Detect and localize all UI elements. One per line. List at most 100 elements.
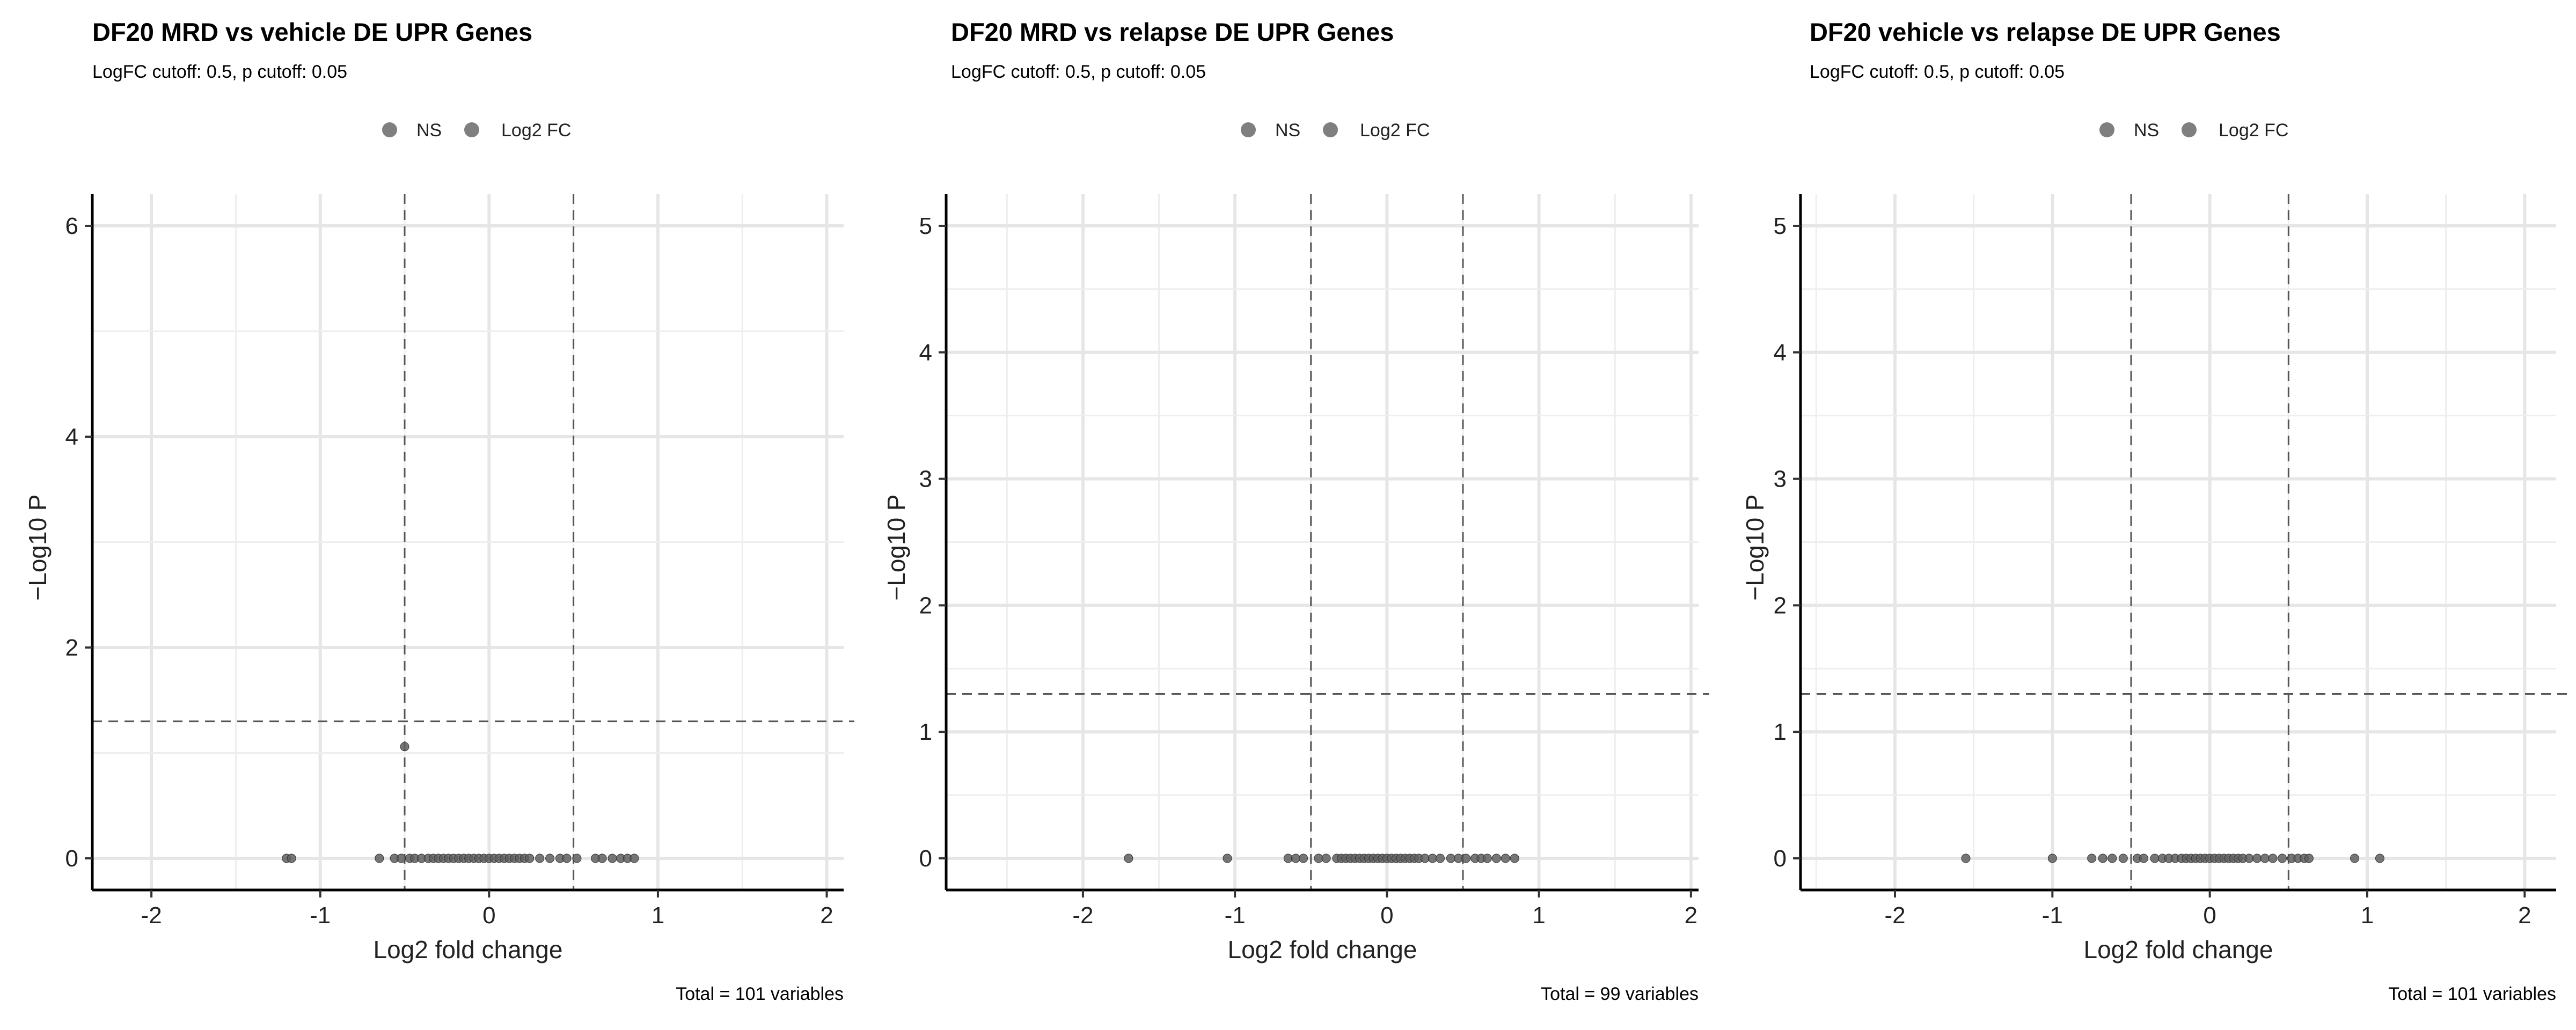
data-point bbox=[287, 854, 296, 863]
chart-subtitle: LogFC cutoff: 0.5, p cutoff: 0.05 bbox=[951, 62, 1206, 82]
data-point bbox=[572, 854, 582, 863]
legend-swatch-ns bbox=[1241, 122, 1256, 137]
chart-subtitle: LogFC cutoff: 0.5, p cutoff: 0.05 bbox=[92, 62, 347, 82]
grid bbox=[1801, 194, 2556, 890]
y-tick-label: 1 bbox=[1774, 719, 1787, 745]
volcano-panel: DF20 vehicle vs relapse DE UPR Genes LogF… bbox=[1717, 0, 2576, 1030]
y-tick-label: 2 bbox=[65, 635, 78, 661]
y-tick-label: 0 bbox=[65, 845, 78, 872]
y-tick-label: 5 bbox=[919, 213, 932, 239]
x-tick-label: 1 bbox=[2361, 902, 2374, 929]
chart-title: DF20 MRD vs relapse DE UPR Genes bbox=[951, 18, 1394, 46]
data-point bbox=[2260, 854, 2270, 863]
legend-swatch-ns bbox=[2099, 122, 2114, 137]
data-point bbox=[525, 854, 535, 863]
y-tick-label: 3 bbox=[919, 466, 932, 492]
grid bbox=[946, 194, 1699, 890]
x-tick-label: -2 bbox=[141, 902, 162, 929]
data-point bbox=[397, 854, 406, 863]
x-tick-label: 1 bbox=[1532, 902, 1545, 929]
chart-caption: Total = 101 variables bbox=[676, 984, 844, 1004]
x-axis-label: Log2 fold change bbox=[2084, 936, 2273, 963]
data-point bbox=[1283, 854, 1293, 863]
threshold-lines bbox=[92, 194, 854, 890]
x-tick-label: 0 bbox=[482, 902, 495, 929]
data-point bbox=[1491, 854, 1501, 863]
data-point bbox=[2087, 854, 2097, 863]
y-axis-label: −Log10 P bbox=[882, 494, 910, 600]
data-point bbox=[2139, 854, 2148, 863]
data-point bbox=[1453, 854, 1463, 863]
data-point bbox=[2278, 854, 2287, 863]
x-tick-label: 1 bbox=[652, 902, 664, 929]
x-tick-label: -1 bbox=[1225, 902, 1246, 929]
threshold-lines bbox=[946, 194, 1709, 890]
x-tick-label: 2 bbox=[820, 902, 833, 929]
data-points bbox=[1961, 854, 2384, 863]
volcano-panel: DF20 MRD vs relapse DE UPR Genes LogFC cu… bbox=[859, 0, 1717, 1030]
x-tick-label: -1 bbox=[2042, 902, 2063, 929]
chart-title: DF20 MRD vs vehicle DE UPR Genes bbox=[92, 18, 532, 46]
x-tick-label: 0 bbox=[1380, 902, 1393, 929]
legend-swatch-log2fc bbox=[464, 122, 479, 137]
data-point bbox=[400, 742, 409, 752]
data-point bbox=[535, 854, 545, 863]
data-point bbox=[2244, 854, 2254, 863]
y-tick-label: 2 bbox=[1774, 592, 1787, 619]
y-tick-label: 3 bbox=[1774, 466, 1787, 492]
data-point bbox=[2150, 854, 2160, 863]
legend-label-ns: NS bbox=[2134, 120, 2159, 141]
data-point bbox=[1223, 854, 1232, 863]
data-point bbox=[2252, 854, 2262, 863]
data-point bbox=[1321, 854, 1331, 863]
data-point bbox=[1314, 854, 1323, 863]
volcano-plot-svg: DF20 MRD vs vehicle DE UPR Genes LogFC cu… bbox=[24, 18, 854, 1004]
y-tick-label: 4 bbox=[919, 340, 932, 366]
data-point bbox=[2047, 854, 2057, 863]
x-tick-label: 0 bbox=[2203, 902, 2216, 929]
chart-title: DF20 vehicle vs relapse DE UPR Genes bbox=[1810, 18, 2281, 46]
legend: NS Log2 FC bbox=[1241, 120, 1430, 141]
data-point bbox=[1446, 854, 1455, 863]
x-axis-label: Log2 fold change bbox=[1228, 936, 1417, 963]
data-point bbox=[1428, 854, 1437, 863]
legend-label-log2fc: Log2 FC bbox=[501, 120, 571, 141]
y-tick-label: 6 bbox=[65, 213, 78, 239]
data-point bbox=[2107, 854, 2117, 863]
data-point bbox=[2118, 854, 2128, 863]
y-axis-label: −Log10 P bbox=[1741, 494, 1769, 600]
legend-label-log2fc: Log2 FC bbox=[2219, 120, 2288, 141]
data-point bbox=[1501, 854, 1510, 863]
data-point bbox=[597, 854, 607, 863]
y-tick-label: 5 bbox=[1774, 213, 1787, 239]
data-point bbox=[2375, 854, 2384, 863]
data-point bbox=[630, 854, 639, 863]
volcano-plot-svg: DF20 MRD vs relapse DE UPR Genes LogFC cu… bbox=[882, 18, 1709, 1004]
data-point bbox=[2304, 854, 2314, 863]
data-points bbox=[282, 742, 639, 863]
x-tick-label: -1 bbox=[310, 902, 331, 929]
y-tick-label: 4 bbox=[1774, 340, 1787, 366]
x-tick-label: 2 bbox=[2518, 902, 2531, 929]
data-points bbox=[1124, 854, 1519, 863]
data-point bbox=[1482, 854, 1492, 863]
legend-swatch-log2fc bbox=[1323, 122, 1338, 137]
grid bbox=[92, 194, 844, 890]
data-point bbox=[1124, 854, 1133, 863]
legend: NS Log2 FC bbox=[2099, 120, 2288, 141]
data-point bbox=[1299, 854, 1308, 863]
x-tick-label: -2 bbox=[1884, 902, 1905, 929]
data-point bbox=[1436, 854, 1445, 863]
data-point bbox=[545, 854, 555, 863]
data-point bbox=[1461, 854, 1471, 863]
data-point bbox=[608, 854, 617, 863]
y-tick-label: 4 bbox=[65, 424, 78, 450]
data-point bbox=[1420, 854, 1430, 863]
legend-swatch-ns bbox=[382, 122, 397, 137]
data-point bbox=[2098, 854, 2107, 863]
volcano-panel: DF20 MRD vs vehicle DE UPR Genes LogFC cu… bbox=[0, 0, 859, 1030]
legend-label-log2fc: Log2 FC bbox=[1360, 120, 1430, 141]
data-point bbox=[1510, 854, 1519, 863]
data-point bbox=[1961, 854, 1971, 863]
